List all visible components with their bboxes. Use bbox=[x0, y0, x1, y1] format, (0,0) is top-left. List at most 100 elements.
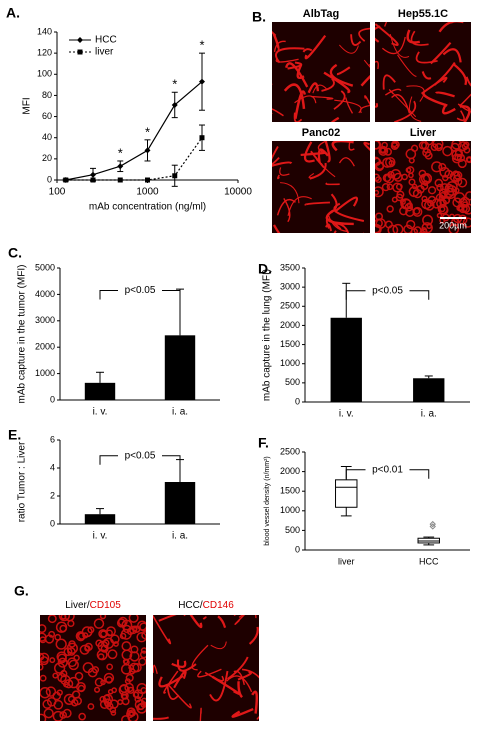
vessel bbox=[272, 108, 284, 117]
vessel bbox=[333, 90, 346, 110]
cell bbox=[52, 710, 64, 721]
x-tick-label: 10000 bbox=[224, 187, 252, 198]
cell bbox=[73, 654, 80, 662]
cell bbox=[74, 671, 84, 681]
cell bbox=[430, 143, 439, 152]
cell bbox=[70, 698, 79, 707]
y-tick-label: 4 bbox=[50, 462, 55, 472]
cell bbox=[453, 171, 463, 180]
vessel bbox=[167, 683, 192, 709]
y-tick-label: 100 bbox=[37, 69, 52, 79]
point bbox=[117, 163, 124, 170]
tissue-label: Liver/ bbox=[65, 600, 90, 611]
cell bbox=[49, 657, 56, 664]
vessel bbox=[272, 30, 277, 37]
annotation: p<0.01 bbox=[372, 464, 403, 475]
cell bbox=[46, 697, 57, 707]
vessel bbox=[231, 707, 254, 718]
micrograph-content bbox=[272, 141, 370, 233]
cell bbox=[446, 181, 458, 193]
vessel bbox=[237, 681, 243, 699]
cell bbox=[134, 695, 142, 703]
vessel bbox=[389, 33, 410, 58]
vessel bbox=[276, 198, 296, 216]
vessel bbox=[304, 34, 327, 60]
cell bbox=[452, 170, 459, 177]
vessel bbox=[388, 89, 417, 118]
cell bbox=[140, 697, 146, 705]
cell bbox=[67, 657, 77, 668]
vessel bbox=[307, 82, 320, 94]
vessel bbox=[364, 95, 370, 106]
cell bbox=[131, 625, 138, 632]
vessel bbox=[153, 664, 158, 674]
cell bbox=[126, 707, 136, 717]
micrograph bbox=[40, 615, 146, 721]
cell bbox=[422, 180, 429, 186]
micrograph-bg bbox=[272, 22, 370, 122]
cell bbox=[375, 141, 382, 150]
cell bbox=[47, 615, 57, 624]
point bbox=[199, 135, 205, 141]
cell bbox=[413, 207, 421, 215]
vessel bbox=[375, 23, 399, 46]
cell bbox=[395, 183, 403, 191]
cell bbox=[390, 142, 399, 151]
cell bbox=[55, 621, 68, 633]
scale-bar-label: 200µm bbox=[439, 220, 467, 230]
cell bbox=[40, 663, 44, 671]
cell bbox=[382, 173, 392, 183]
vessel bbox=[202, 616, 207, 620]
cell bbox=[139, 622, 146, 632]
y-tick-label: 140 bbox=[37, 26, 52, 36]
outlier bbox=[429, 520, 436, 528]
y-tick-label: 1000 bbox=[280, 505, 300, 515]
micrograph-bg bbox=[153, 615, 259, 721]
cell bbox=[43, 708, 54, 719]
y-tick-label: 2000 bbox=[280, 466, 300, 476]
cell bbox=[40, 713, 47, 721]
vessel bbox=[453, 63, 468, 86]
cell bbox=[381, 141, 388, 149]
cell bbox=[40, 686, 51, 699]
cell bbox=[125, 673, 134, 682]
vessel bbox=[465, 76, 471, 87]
vessel bbox=[325, 182, 340, 186]
vessel bbox=[457, 103, 471, 113]
cell bbox=[132, 663, 142, 673]
cell bbox=[106, 626, 116, 637]
cell bbox=[416, 185, 425, 194]
series-line bbox=[65, 81, 203, 181]
cell bbox=[387, 224, 399, 233]
y-tick-label: 1000 bbox=[35, 368, 55, 378]
bar bbox=[164, 482, 196, 524]
y-tick-label: 1500 bbox=[280, 486, 300, 496]
cell bbox=[381, 183, 390, 192]
cell bbox=[451, 149, 463, 161]
y-axis-label: mAb capture in the tumor (MFI) bbox=[17, 265, 28, 404]
vessel bbox=[158, 615, 186, 622]
image-label: AlbTag bbox=[303, 8, 339, 20]
cell bbox=[44, 634, 55, 644]
vessel bbox=[312, 84, 328, 94]
micrograph bbox=[375, 141, 471, 233]
vessel bbox=[280, 182, 300, 204]
y-tick-label: 1000 bbox=[280, 358, 300, 368]
vessel bbox=[237, 670, 252, 681]
vessel bbox=[209, 670, 229, 702]
error-bar bbox=[424, 375, 433, 379]
y-tick-label: 20 bbox=[42, 153, 52, 163]
cell bbox=[99, 695, 107, 703]
cell bbox=[122, 624, 132, 634]
cell bbox=[126, 710, 134, 719]
vessel bbox=[345, 97, 354, 114]
vessel bbox=[294, 90, 307, 120]
cell bbox=[434, 178, 444, 188]
y-axis-label: blood vessel density (n/mm²) bbox=[264, 456, 271, 545]
cell bbox=[408, 178, 416, 186]
vessel bbox=[233, 670, 245, 686]
y-tick-label: 0 bbox=[295, 544, 300, 554]
cell bbox=[392, 223, 404, 233]
cell bbox=[97, 653, 105, 661]
point bbox=[171, 101, 178, 108]
